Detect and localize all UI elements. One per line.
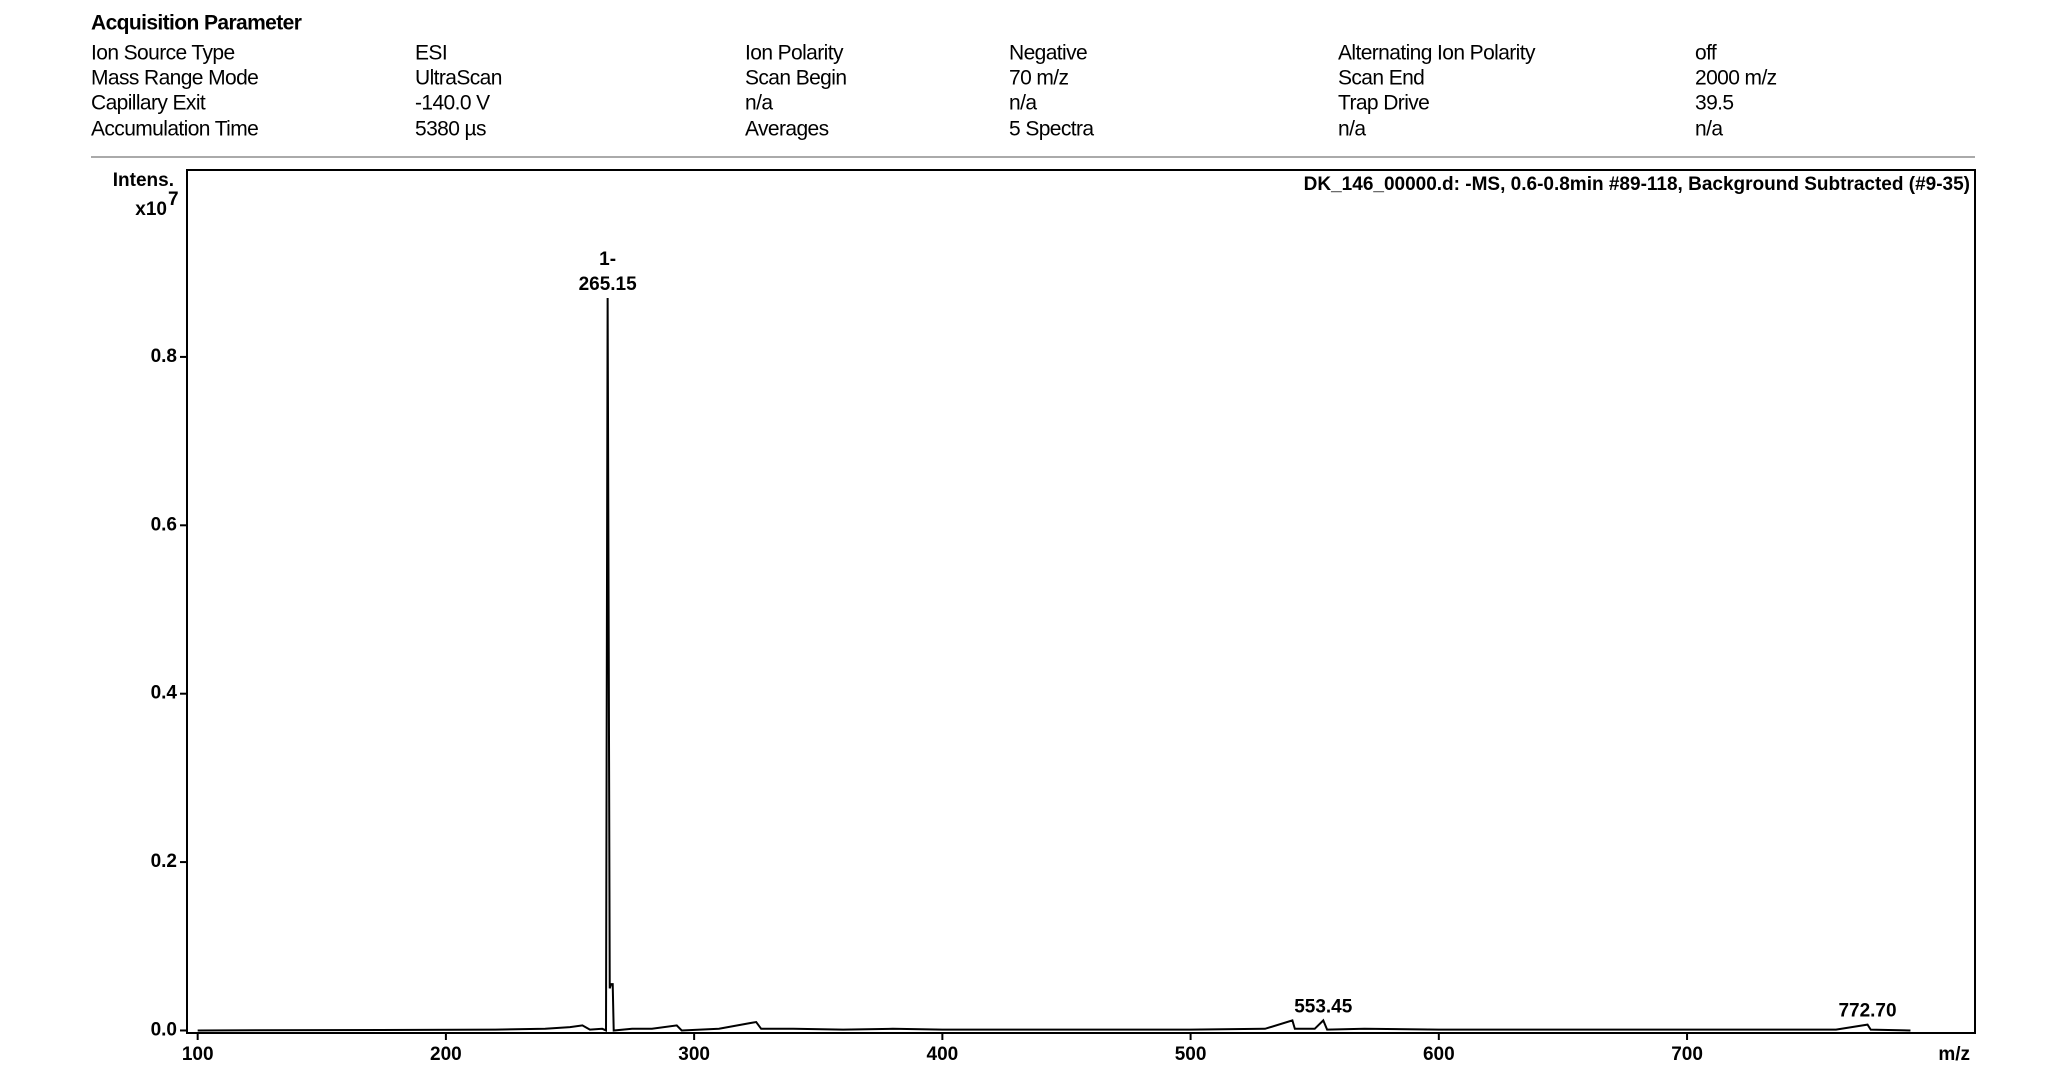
plot-frame: [186, 169, 1976, 1034]
x-tick-label: 300: [678, 1044, 710, 1065]
peak-label: 553.45: [1294, 996, 1353, 1017]
param-cell: ESI: [415, 42, 447, 65]
y-tick-label: 0.8: [151, 346, 177, 367]
peak-label: 265.15: [579, 274, 638, 295]
param-cell: Scan End: [1338, 67, 1424, 90]
y-scale-exponent: 7: [168, 189, 179, 210]
peak-charge: 1-: [599, 249, 616, 270]
x-axis-label: m/z: [1938, 1044, 1970, 1065]
param-cell: off: [1695, 42, 1717, 65]
y-tick-label: 0.2: [151, 851, 177, 872]
param-cell: 2000 m/z: [1695, 67, 1777, 90]
param-cell: Averages: [745, 118, 829, 141]
param-cell: 5380 µs: [415, 118, 486, 141]
param-cell: UltraScan: [415, 67, 502, 90]
param-cell: Mass Range Mode: [91, 67, 258, 90]
param-cell: n/a: [1009, 92, 1037, 115]
x-tick-label: 700: [1671, 1044, 1703, 1065]
param-cell: n/a: [1695, 118, 1723, 141]
param-cell: Alternating Ion Polarity: [1338, 42, 1536, 65]
x-tick-label: 400: [927, 1044, 959, 1065]
param-cell: Scan Begin: [745, 67, 846, 90]
param-cell: Capillary Exit: [91, 92, 206, 115]
param-cell: Trap Drive: [1338, 92, 1429, 115]
peak-label: 772.70: [1838, 1001, 1896, 1022]
param-cell: Accumulation Time: [91, 118, 258, 141]
param-cell: Negative: [1009, 42, 1087, 65]
y-scale-base: x10: [135, 199, 167, 220]
param-cell: -140.0 V: [415, 92, 490, 115]
param-cell: 39.5: [1695, 92, 1733, 115]
y-axis-label: Intens.: [113, 170, 174, 191]
param-cell: 70 m/z: [1009, 67, 1069, 90]
spectrum-title: DK_146_00000.d: -MS, 0.6-0.8min #89-118,…: [1304, 174, 1970, 195]
param-cell: n/a: [1338, 118, 1366, 141]
param-cell: Ion Source Type: [91, 42, 235, 65]
param-cell: 5 Spectra: [1009, 118, 1094, 141]
spectrum-line: [197, 297, 1911, 1033]
param-cell: n/a: [745, 92, 773, 115]
x-tick-label: 500: [1175, 1044, 1207, 1065]
y-tick-label: 0.4: [151, 683, 178, 704]
param-cell: Ion Polarity: [745, 42, 844, 65]
x-tick-label: 600: [1423, 1044, 1455, 1065]
x-tick-label: 100: [182, 1044, 214, 1065]
x-tick-label: 200: [430, 1044, 462, 1065]
y-tick-label: 0.0: [151, 1019, 177, 1040]
header-title: Acquisition Parameter: [91, 12, 302, 35]
y-tick-label: 0.6: [151, 514, 177, 535]
